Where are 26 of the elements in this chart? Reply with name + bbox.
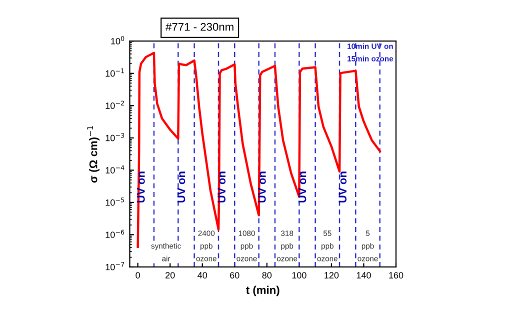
x-tick-label: 0: [136, 272, 140, 278]
x-axis-title: t (min): [246, 286, 280, 296]
annotation: UV on: [338, 172, 347, 202]
x-tick-label: 20: [166, 272, 175, 278]
y-tick-label: 10$^{−6}$: [106, 230, 124, 238]
y-tick-label: 10$^{0}$: [111, 36, 124, 44]
annotation: UV on: [218, 172, 226, 202]
annotation: UV on: [177, 172, 186, 202]
y-tick-label: 10$^{−4}$: [106, 165, 124, 174]
chart-title: #771 - 230nm: [166, 22, 234, 31]
x-tick-label: 140: [356, 272, 371, 278]
y-axis-title: σ (Ω cm)$^{−1}$: [87, 126, 100, 183]
annotation: UV on: [258, 172, 266, 202]
x-tick-label: 60: [230, 272, 240, 278]
y-tick-label: 10$^{−5}$: [106, 198, 124, 206]
y-tick-label: 10$^{−1}$: [106, 68, 124, 77]
y-tick-label: 10$^{−2}$: [106, 100, 124, 109]
y-tick-label: 10$^{−3}$: [106, 132, 124, 142]
x-tick-label: 40: [198, 272, 208, 278]
annotation: UV on: [298, 172, 306, 202]
y-tick-label: 10$^{−7}$: [106, 262, 124, 270]
x-tick-label: 160: [389, 272, 404, 278]
x-tick-label: 100: [292, 272, 306, 278]
x-tick-label: 80: [262, 272, 272, 278]
x-tick-label: 120: [324, 272, 339, 278]
annotation: UV on: [137, 172, 145, 202]
